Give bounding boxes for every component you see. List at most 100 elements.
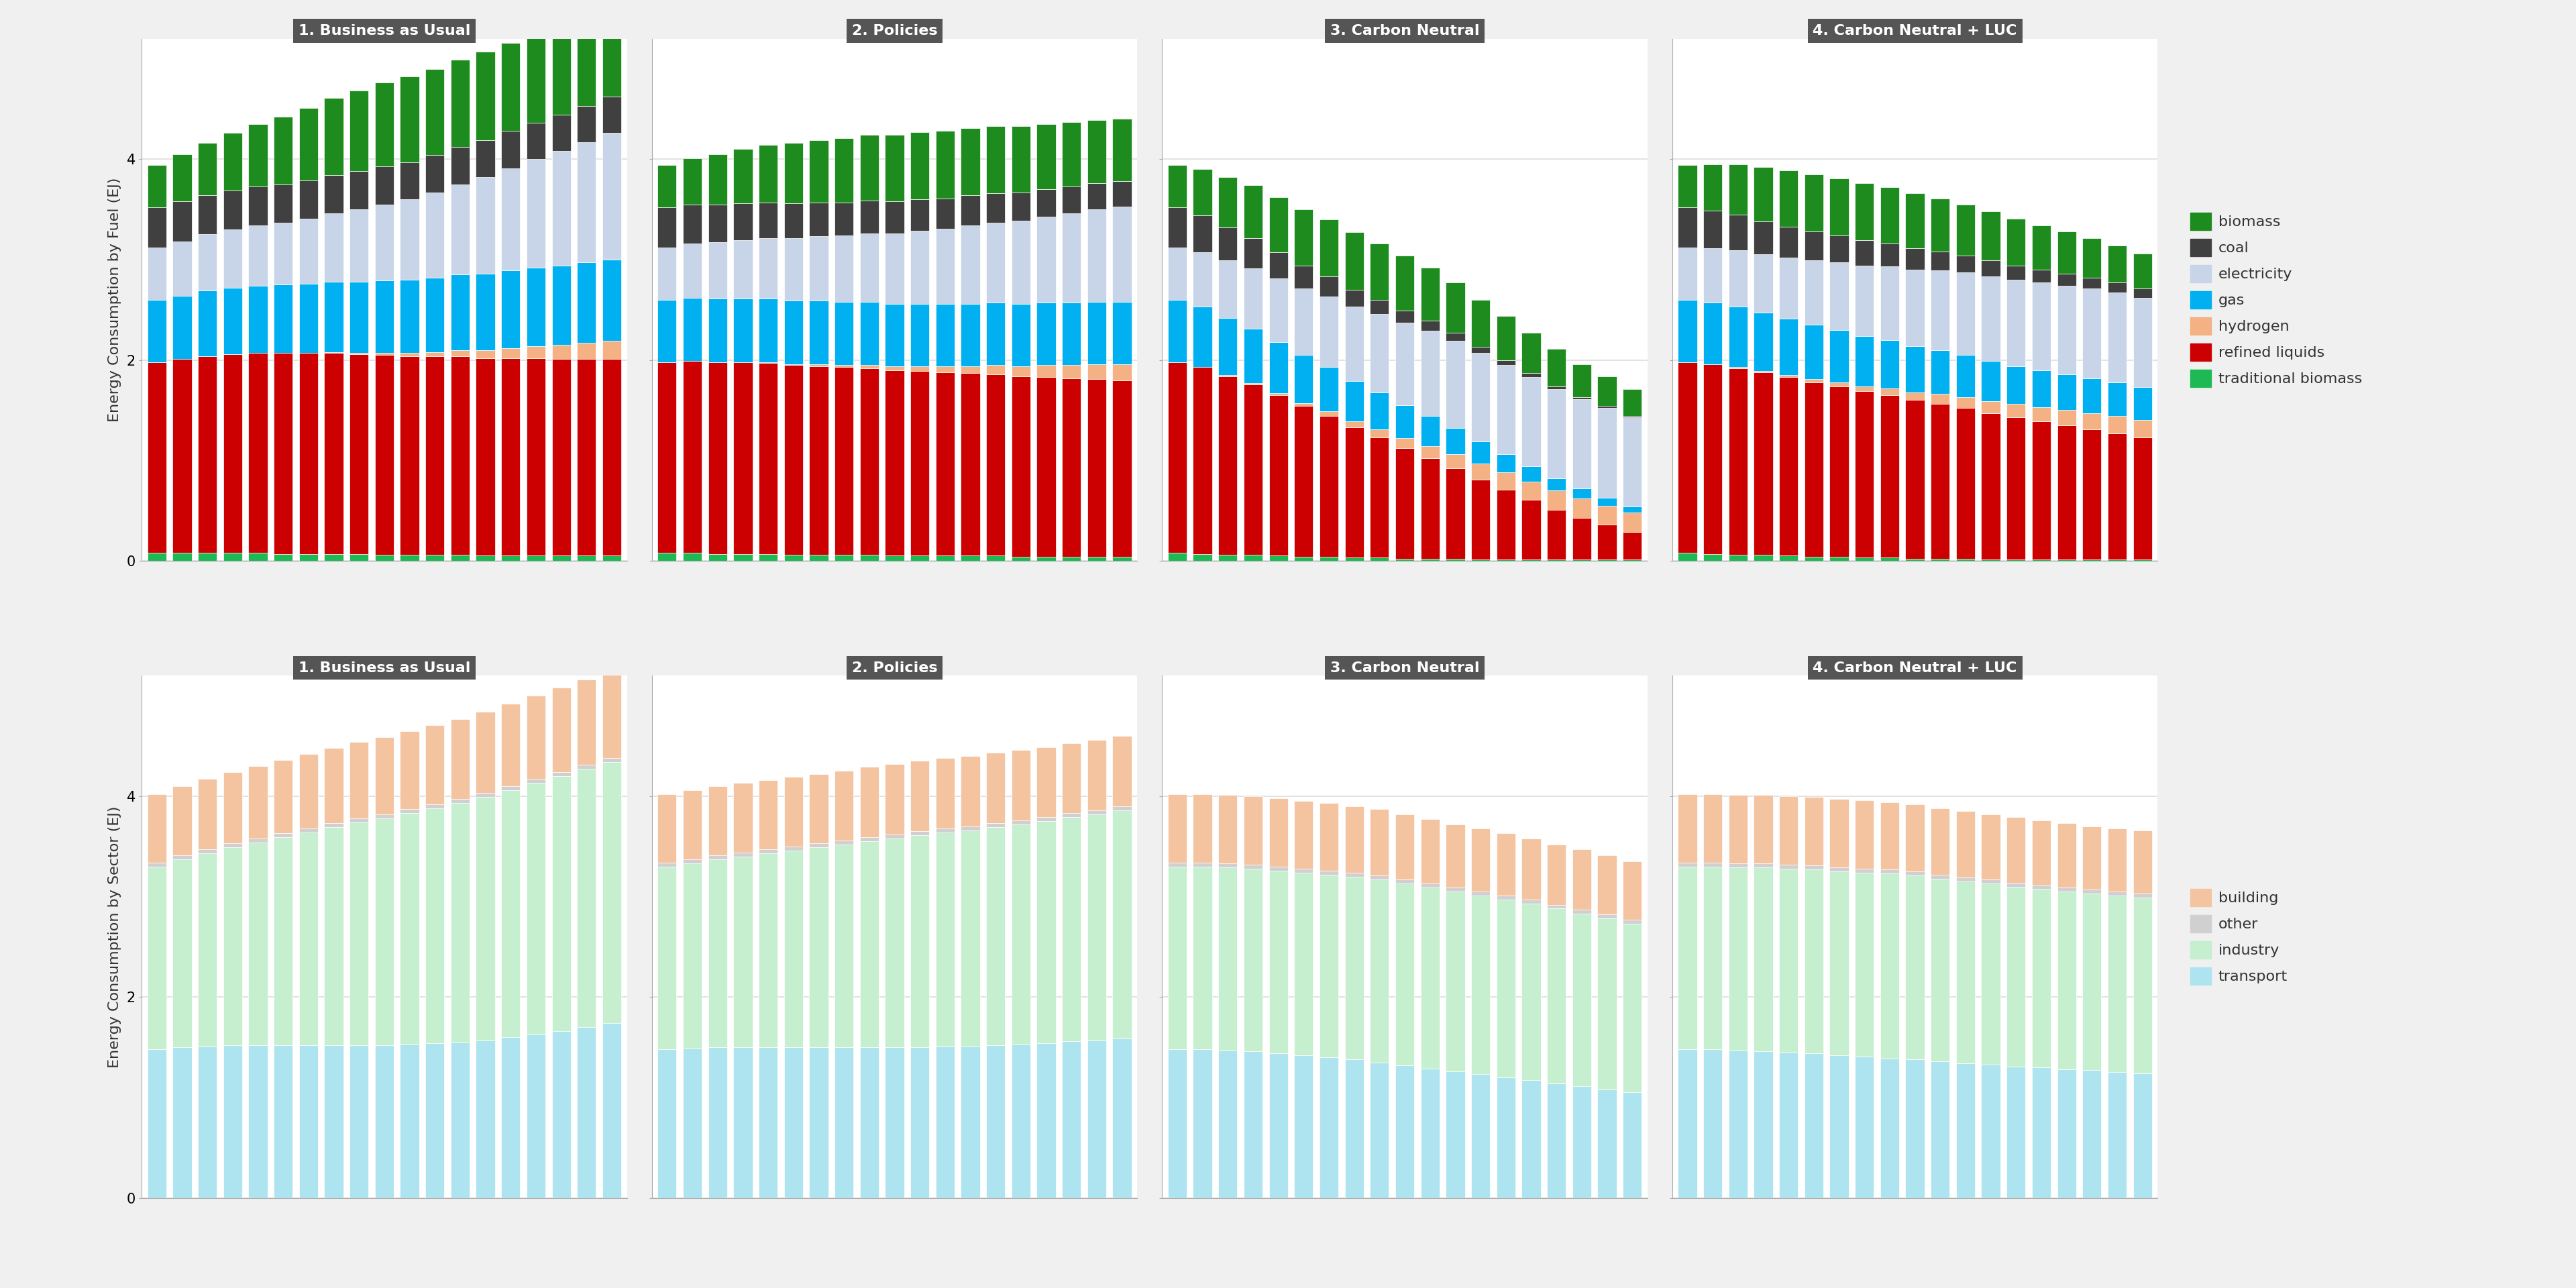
Bar [451, 355, 469, 555]
Bar [551, 151, 572, 265]
Bar [350, 210, 368, 282]
Bar [1293, 403, 1314, 406]
Bar [147, 300, 167, 362]
Bar [1548, 389, 1566, 478]
Bar [477, 797, 495, 1041]
Bar [1497, 365, 1515, 455]
Bar [1728, 868, 1747, 1050]
Bar [1445, 1072, 1466, 1198]
Bar [935, 131, 956, 198]
Bar [708, 205, 726, 242]
Bar [526, 783, 546, 1034]
Bar [1548, 510, 1566, 560]
Bar [273, 223, 294, 285]
Bar [451, 804, 469, 1042]
Bar [708, 1047, 726, 1198]
Bar [247, 286, 268, 353]
Bar [350, 822, 368, 1045]
Title: 2. Policies: 2. Policies [853, 24, 938, 37]
Bar [1036, 365, 1056, 377]
Bar [1880, 558, 1899, 560]
Bar [477, 556, 495, 560]
Bar [247, 553, 268, 560]
Bar [2081, 894, 2102, 1070]
Bar [1522, 500, 1540, 560]
Bar [1703, 249, 1723, 303]
Bar [961, 831, 979, 1046]
Bar [809, 555, 829, 560]
Bar [2007, 404, 2025, 417]
Bar [1087, 1041, 1105, 1198]
Bar [247, 766, 268, 838]
Bar [909, 1047, 930, 1198]
Bar [350, 1045, 368, 1198]
Bar [835, 845, 853, 1047]
Bar [1036, 1043, 1056, 1198]
Bar [224, 844, 242, 848]
Bar [1728, 214, 1747, 251]
Bar [1623, 1092, 1641, 1198]
Bar [1855, 336, 1873, 386]
Bar [1548, 908, 1566, 1083]
Bar [1193, 795, 1213, 863]
Bar [1345, 428, 1363, 558]
Bar [451, 184, 469, 274]
Bar [1012, 126, 1030, 192]
Bar [451, 350, 469, 355]
Bar [1981, 884, 1999, 1064]
Bar [1955, 205, 1976, 255]
Bar [147, 795, 167, 863]
Bar [1012, 366, 1030, 376]
Bar [1113, 556, 1131, 560]
Bar [657, 795, 677, 863]
Title: 2. Policies: 2. Policies [853, 661, 938, 675]
Bar [2107, 433, 2128, 560]
Bar [477, 1041, 495, 1198]
Bar [1193, 554, 1213, 560]
Bar [1244, 1051, 1262, 1198]
Bar [350, 282, 368, 353]
Bar [1419, 1068, 1440, 1198]
Bar [247, 842, 268, 1045]
Bar [299, 180, 317, 219]
Bar [987, 126, 1005, 193]
Bar [809, 202, 829, 237]
Bar [1497, 899, 1515, 1077]
Bar [1270, 278, 1288, 341]
Bar [1855, 872, 1873, 1056]
Bar [1270, 197, 1288, 252]
Bar [2032, 421, 2050, 560]
Bar [1319, 296, 1340, 367]
Bar [1012, 220, 1030, 304]
Bar [526, 696, 546, 779]
Bar [603, 341, 621, 359]
Bar [1754, 313, 1772, 371]
Bar [1829, 330, 1850, 383]
Bar [1932, 394, 1950, 404]
Bar [1244, 328, 1262, 383]
Y-axis label: Energy Consumption by Sector (EJ): Energy Consumption by Sector (EJ) [108, 806, 121, 1068]
Bar [1345, 232, 1363, 290]
Bar [2007, 1066, 2025, 1198]
Bar [1036, 822, 1056, 1043]
Bar [299, 283, 317, 353]
Bar [1218, 1050, 1236, 1198]
Bar [198, 196, 216, 234]
Bar [2032, 370, 2050, 407]
Bar [299, 554, 317, 560]
Bar [809, 1047, 829, 1198]
Bar [809, 366, 829, 555]
Bar [1270, 871, 1288, 1054]
Bar [2133, 420, 2151, 438]
Bar [2032, 1068, 2050, 1198]
Bar [1087, 120, 1105, 183]
Bar [2081, 278, 2102, 289]
Bar [1167, 795, 1188, 863]
Bar [198, 854, 216, 1046]
Bar [451, 147, 469, 184]
Bar [376, 814, 394, 818]
Bar [2058, 374, 2076, 410]
Bar [1855, 1056, 1873, 1198]
Bar [1623, 417, 1641, 506]
Bar [835, 555, 853, 560]
